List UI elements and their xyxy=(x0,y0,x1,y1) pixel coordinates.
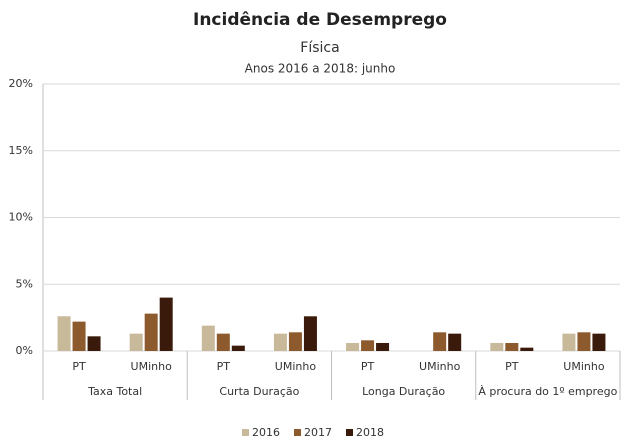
x-tick-label: PT xyxy=(72,360,86,373)
legend-label: 2017 xyxy=(304,426,332,439)
bar xyxy=(216,333,230,351)
bar xyxy=(376,342,390,351)
chart-subtitle: Anos 2016 a 2018: junho xyxy=(245,62,396,76)
x-tick-label: UMinho xyxy=(563,360,605,373)
bar xyxy=(159,297,173,351)
legend-label: 2018 xyxy=(356,426,384,439)
x-tick-label: UMinho xyxy=(131,360,173,373)
bar xyxy=(505,342,519,351)
y-tick-label: 5% xyxy=(16,277,33,290)
legend-swatch xyxy=(242,429,249,436)
legend-label: 2016 xyxy=(252,426,280,439)
group-label: Longa Duração xyxy=(362,385,445,398)
bar xyxy=(346,342,360,351)
bar xyxy=(201,325,215,351)
bar xyxy=(562,333,576,351)
bar xyxy=(361,340,375,351)
legend-swatch xyxy=(294,429,301,436)
bar xyxy=(87,336,101,351)
bar xyxy=(303,316,317,351)
x-tick-label: UMinho xyxy=(275,360,317,373)
chart-title: Incidência de Desemprego xyxy=(193,10,447,30)
bar xyxy=(490,342,504,351)
group-label: Taxa Total xyxy=(87,385,142,398)
bar xyxy=(433,332,447,351)
chart-subtitle: Física xyxy=(300,40,339,56)
y-tick-label: 15% xyxy=(9,144,33,157)
bar xyxy=(520,347,534,351)
bar xyxy=(144,313,158,351)
x-tick-label: PT xyxy=(505,360,519,373)
bar xyxy=(577,332,591,351)
x-tick-label: PT xyxy=(217,360,231,373)
bar xyxy=(448,333,462,351)
group-label: À procura do 1º emprego xyxy=(478,385,617,398)
group-label: Curta Duração xyxy=(219,385,299,398)
y-tick-label: 10% xyxy=(9,211,33,224)
bar xyxy=(129,333,143,351)
bar xyxy=(231,345,245,351)
bar xyxy=(592,333,606,351)
legend-swatch xyxy=(346,429,353,436)
bar xyxy=(288,332,302,351)
x-tick-label: PT xyxy=(361,360,375,373)
bar xyxy=(72,321,86,351)
bar xyxy=(273,333,287,351)
y-tick-label: 0% xyxy=(16,344,33,357)
y-tick-label: 20% xyxy=(9,77,33,90)
x-tick-label: UMinho xyxy=(419,360,461,373)
bar xyxy=(57,316,71,351)
